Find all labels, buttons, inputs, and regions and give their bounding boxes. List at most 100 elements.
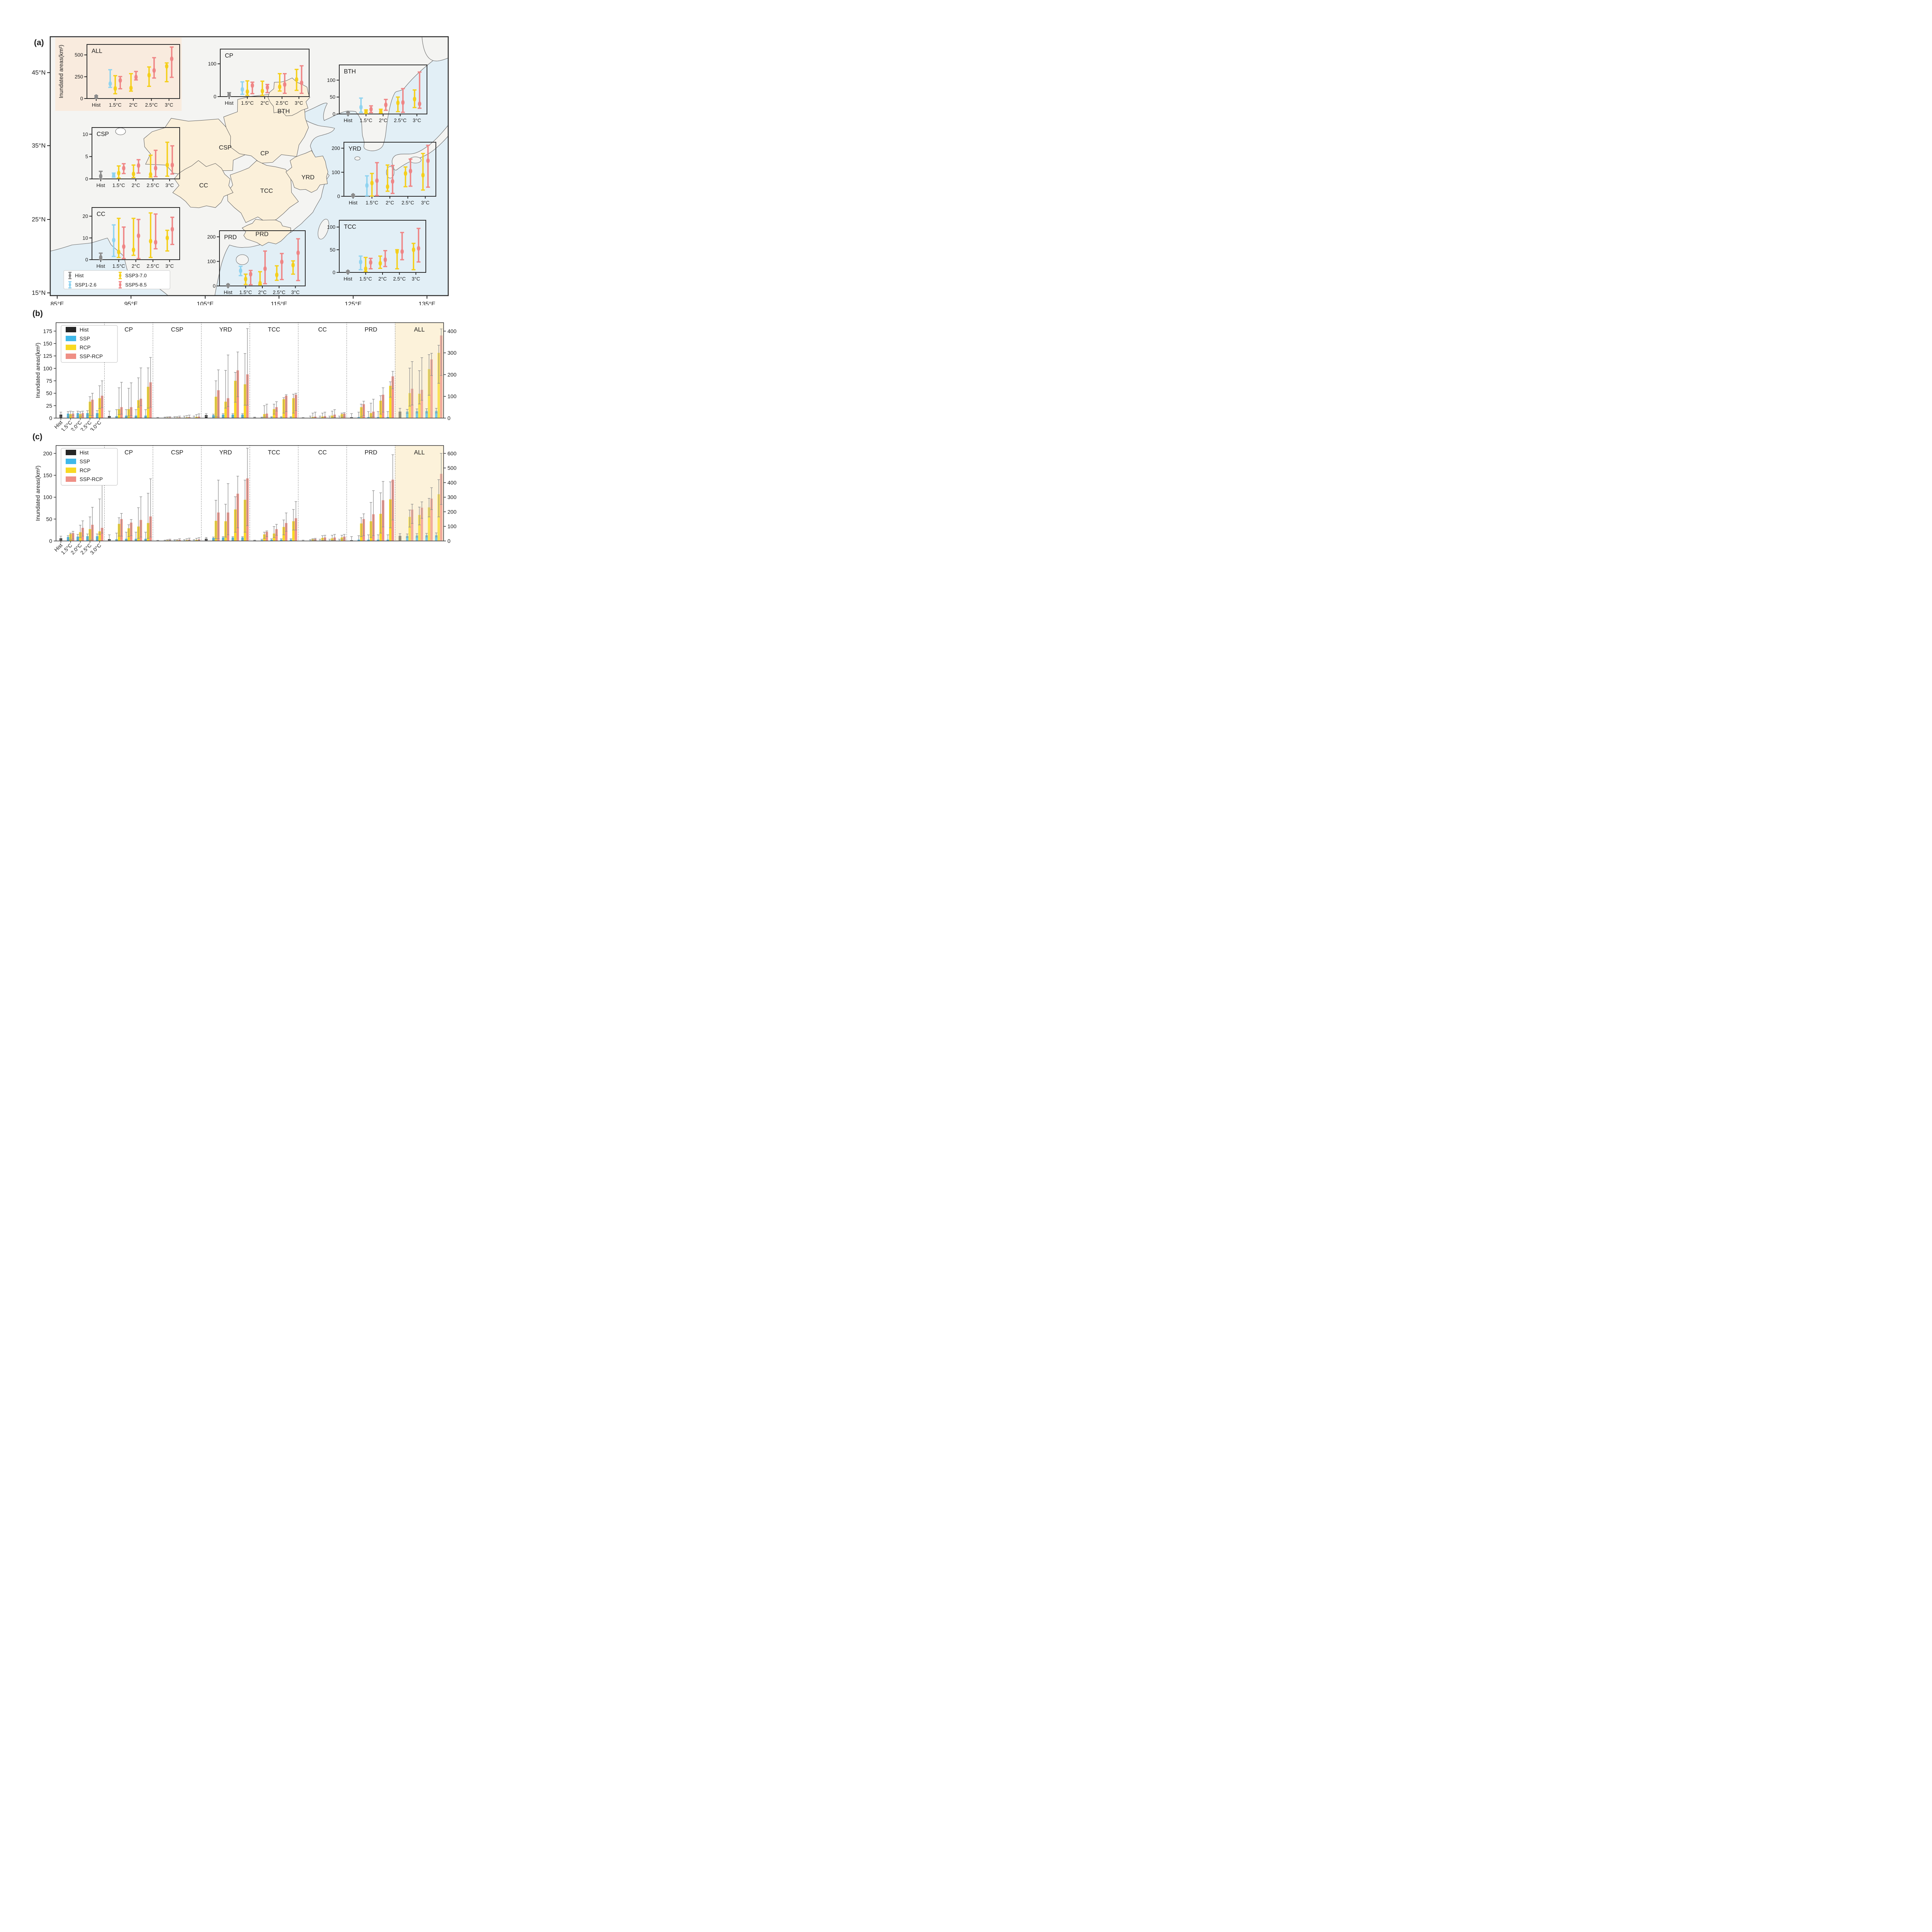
panel-label: (c) [32,432,43,441]
legend-a-item: SSP5-8.5 [125,282,147,288]
bar-TCC-rcp [292,521,295,541]
point-hist [94,94,98,99]
lat-tick-label: 45°N [32,70,46,76]
bar-ALL-ssprcp [420,507,423,541]
map-taiwan [318,219,329,240]
point-ssp370 [412,247,415,252]
point-ssp126 [112,173,116,178]
bar-ALL-ssp [415,535,418,541]
point-ssp585 [137,163,140,168]
inset-xtick: 2.5°C [393,276,406,282]
inset-xtick: 1.5°C [359,276,372,282]
inset-xtick: 2°C [260,100,269,106]
bar-ALL-ssp [415,411,418,418]
bar-ALL-rcp [437,353,440,418]
point-ssp370 [275,272,279,277]
xtick-label: 3.0°C [89,542,102,556]
point-ssp370 [395,249,399,254]
bar-ALL-ssp [425,535,428,541]
point-ssp585 [300,80,303,85]
inset-xtick: 2.5°C [401,200,414,206]
point-ssp370 [260,88,264,94]
inset-xtick: 3°C [291,289,300,295]
inset-xtick: 2°C [132,263,140,269]
point-hist [227,92,231,98]
region-label-YRD: YRD [219,327,232,333]
point-ssp585 [384,102,388,107]
legend-item: SSP-RCP [80,476,103,482]
point-ssp585 [122,244,126,249]
lon-tick-label: 105°E [197,301,214,305]
inset-xtick: 3°C [295,100,303,106]
point-ssp370 [149,238,153,244]
point-ssp585 [401,100,405,105]
point-ssp370 [244,276,248,282]
inset-PRD: 0 100 200 PRD Hist 1.5°C 2°C 2.5°C 3°C [207,230,306,295]
map-region-label-YRD: YRD [301,174,315,181]
point-ssp370 [117,249,121,255]
point-ssp126 [240,87,244,92]
left-ytick: 200 [43,450,53,456]
point-ssp585 [137,233,140,238]
inset-xtick: 2°C [386,200,394,206]
point-ssp370 [421,172,425,178]
point-ssp585 [170,226,174,232]
bar-YRD-ssprcp [227,398,230,418]
region-label-CSP: CSP [171,449,184,456]
inset-ytick: 100 [208,61,216,67]
left-ytick: 0 [49,415,52,421]
left-ytick: 75 [46,378,52,384]
map-region-label-CSP: CSP [219,145,232,151]
bar-ALL-rcp [437,494,440,541]
bar-TCC-ssprcp [275,407,278,418]
region-label-CC: CC [318,449,327,456]
inset-xtick: 1.5°C [109,102,122,108]
region-label-CP: CP [124,449,133,456]
point-ssp370 [132,247,135,253]
inset-ytick: 10 [83,131,88,137]
panel-c-barchart: BTHCPCSPYRDTCCCCPRDALL050100150200010020… [32,432,457,556]
inset-ytick: 0 [85,257,88,263]
inset-title: PRD [224,234,237,241]
region-label-PRD: PRD [365,449,378,456]
region-label-CP: CP [124,327,133,333]
legend-a-item: SSP1-2.6 [75,282,97,288]
map-region-label-CC: CC [199,182,208,189]
point-ssp370 [295,77,298,82]
inset-xtick: 3°C [165,263,174,269]
inset-xtick: 2.5°C [145,102,158,108]
inset-ytick: 0 [85,176,88,182]
inset-xtick: 1.5°C [112,182,125,188]
inset-CP: 0 100 CP Hist 1.5°C 2°C 2.5°C 3°C [208,49,310,106]
inset-xtick: 3°C [412,276,420,282]
point-ssp585 [417,246,420,251]
point-hist [226,283,230,288]
inset-title: CC [97,211,105,218]
bar-ALL-rcp [428,507,430,541]
region-label-TCC: TCC [268,327,280,333]
legend-panel-c: Hist SSP RCP SSP-RCP [61,448,118,486]
left-ytick: 50 [46,516,52,522]
right-ytick: 100 [447,393,457,400]
right-ytick: 300 [447,494,457,500]
inset-xtick: 1.5°C [112,263,125,269]
inset-xtick: 1.5°C [239,289,252,295]
point-ssp126 [359,104,363,110]
right-ytick: 400 [447,480,457,486]
inset-title: ALL [92,48,102,54]
inset-title: CSP [97,131,109,138]
left-ytick: 150 [43,472,53,478]
left-ytick: 100 [43,365,53,371]
map-region-label-TCC: TCC [260,188,273,194]
point-ssp585 [369,107,373,112]
inset-ytick: 100 [207,259,216,264]
right-ytick: 200 [447,509,457,515]
inset-xtick: Hist [344,117,353,123]
point-hist [99,255,103,260]
point-ssp585 [375,178,379,184]
point-ssp370 [147,72,151,78]
point-ssp370 [165,162,169,168]
point-ssp126 [365,183,369,188]
inset-xtick: 3°C [165,102,173,108]
inset-xtick: Hist [349,200,358,206]
